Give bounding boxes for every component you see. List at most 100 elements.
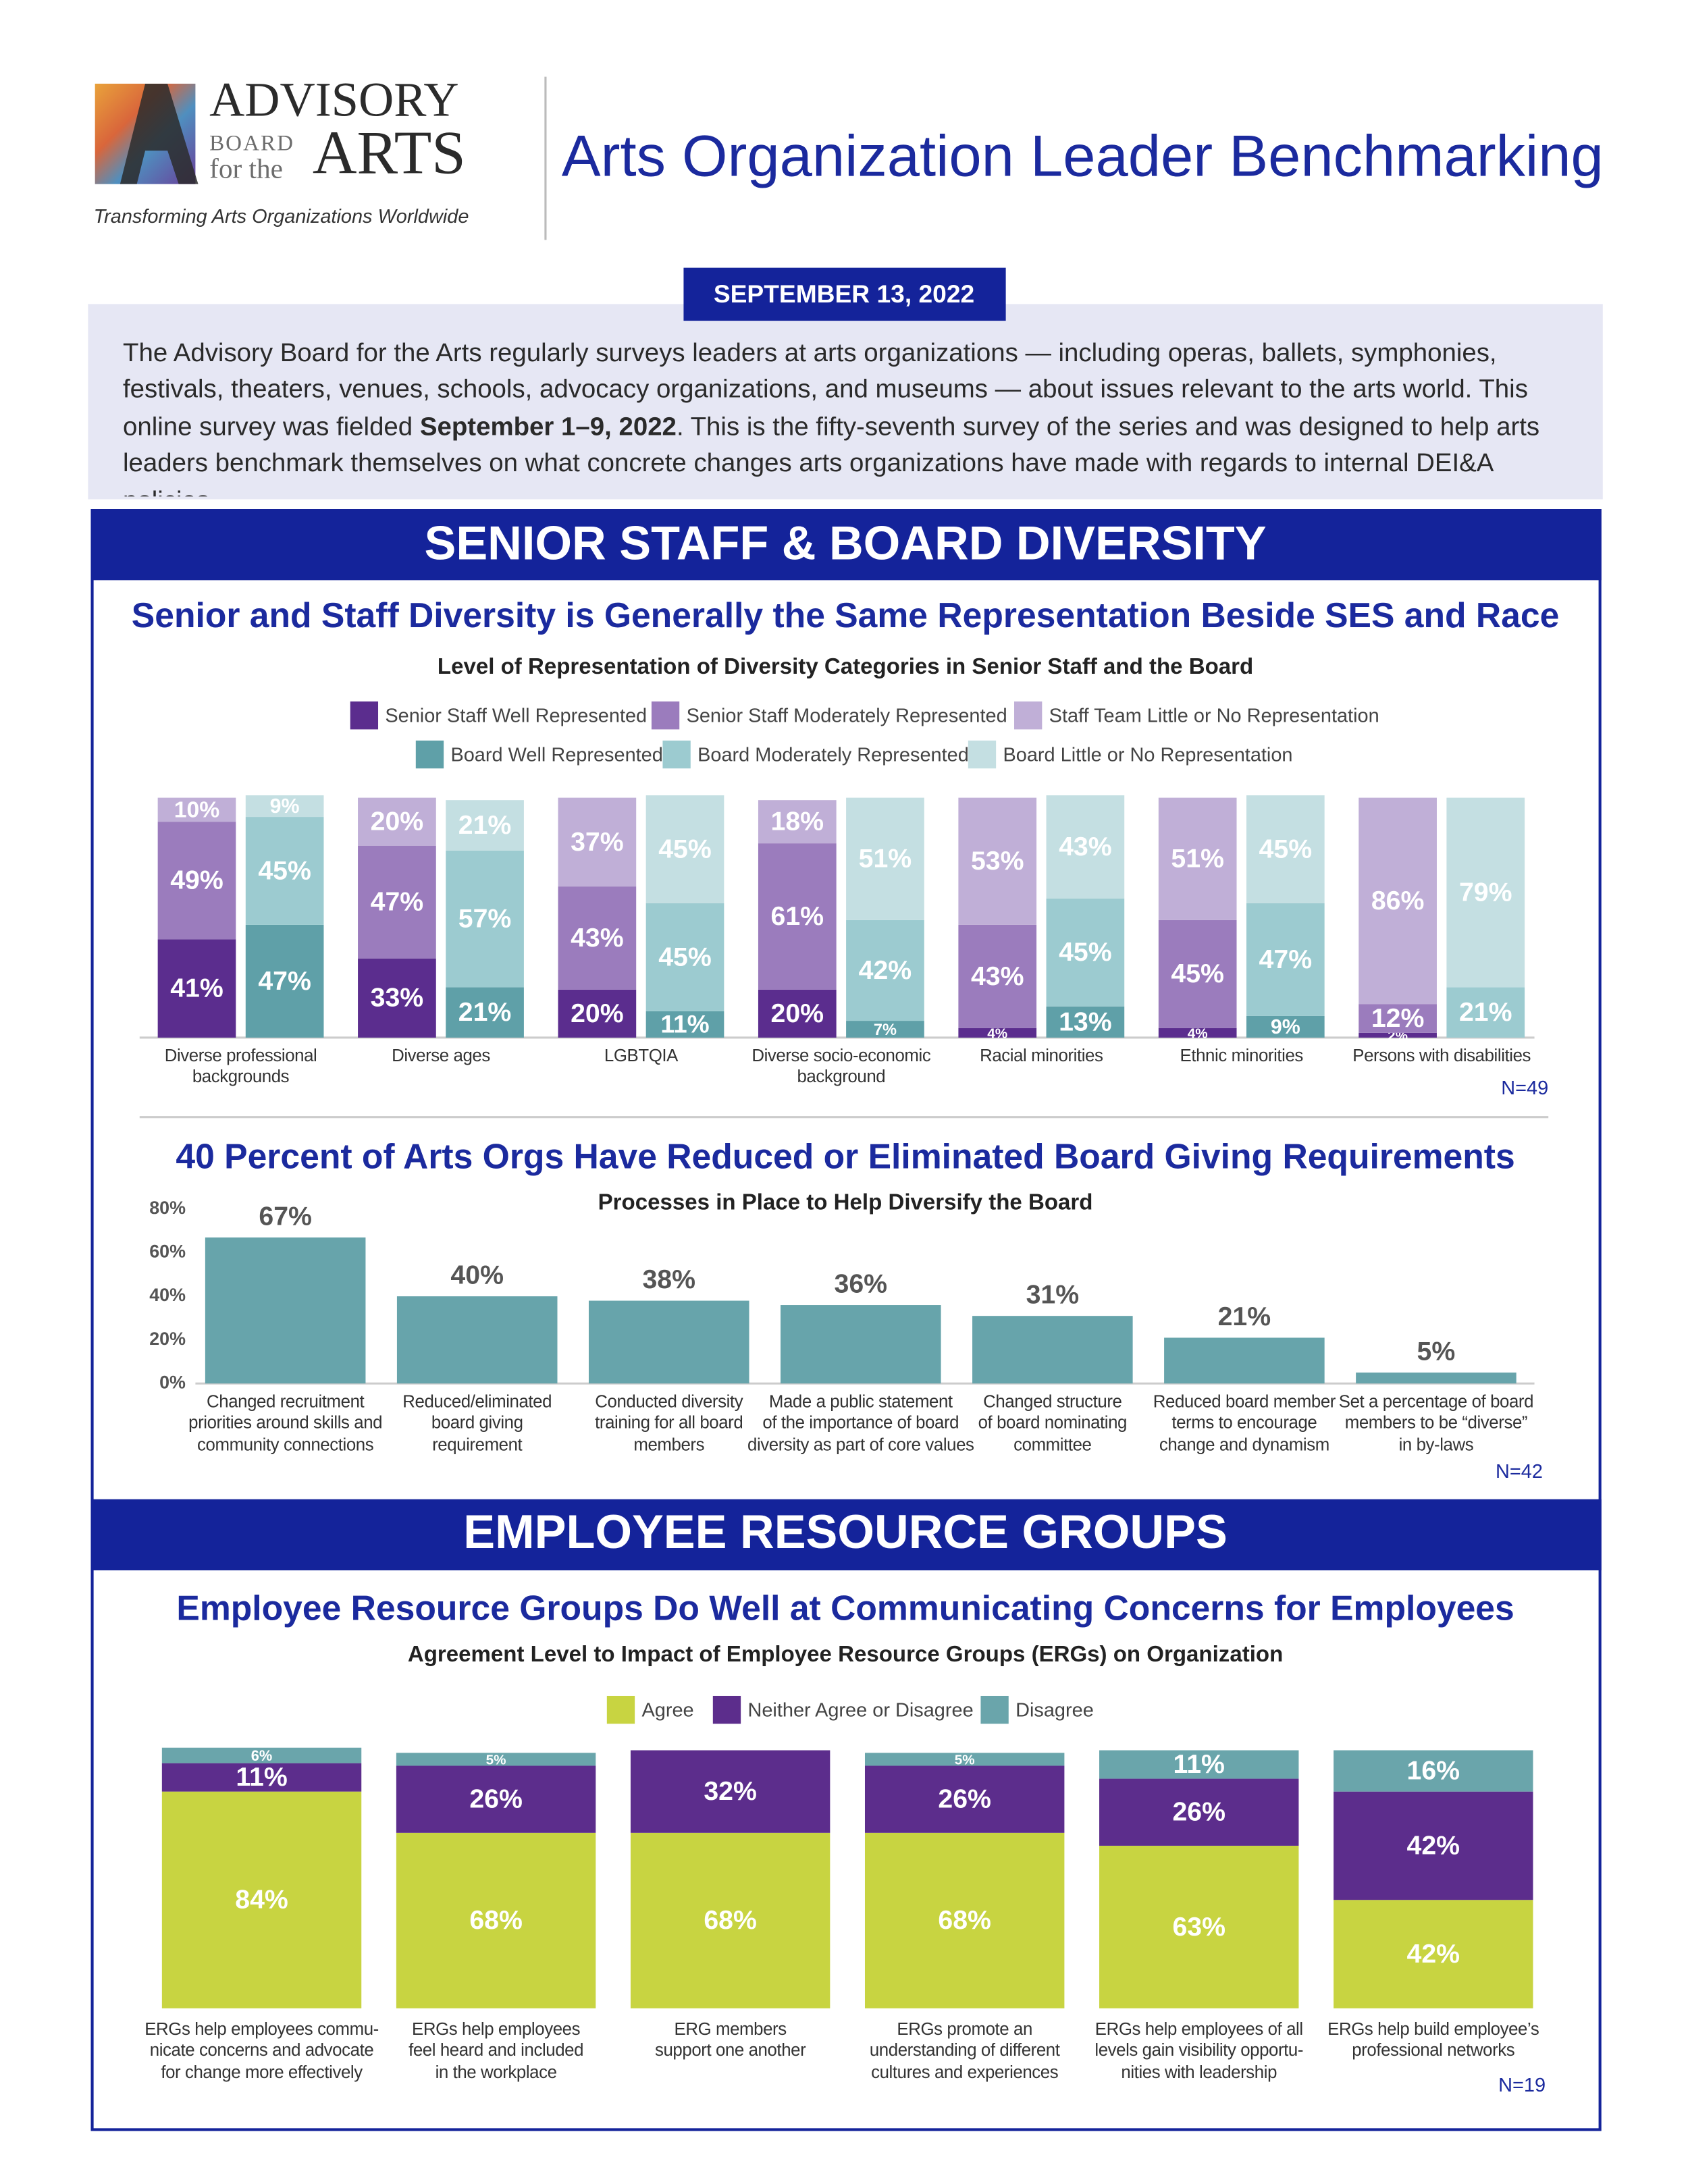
x-tick-label: Diverse ages <box>392 1046 490 1066</box>
chart-title: 40 Percent of Arts Orgs Have Reduced or … <box>176 1136 1514 1175</box>
data-label: 11% <box>236 1762 287 1792</box>
data-label: 43% <box>571 923 624 953</box>
sample-size: N=19 <box>1498 2075 1546 2096</box>
data-label: 45% <box>658 834 712 863</box>
label-box: Diverse professional backgrounds <box>165 1046 317 1086</box>
data-label: 11% <box>1173 1749 1225 1779</box>
bar-segment <box>558 886 637 990</box>
data-label: 26% <box>938 1784 991 1814</box>
data-label: 20% <box>571 998 624 1028</box>
logo: ADVISORY BOARD for the ARTS Transforming… <box>94 73 469 228</box>
data-label: 11% <box>660 1009 709 1038</box>
legend-swatch <box>1014 701 1043 730</box>
data-label: 53% <box>971 846 1024 876</box>
y-tick-label: 0% <box>159 1372 186 1392</box>
data-label: 42% <box>1407 1830 1460 1860</box>
data-label: 31% <box>1026 1280 1080 1310</box>
label-box: ERG members support one another <box>655 2019 806 2060</box>
bar-segment <box>758 989 837 1038</box>
logo-text: ADVISORY <box>209 73 459 127</box>
bar-segment <box>1359 797 1437 1005</box>
x-tick-label: ERGs help employees commu- nicate concer… <box>144 2019 379 2082</box>
bar-segment <box>446 850 524 988</box>
bar-segment <box>446 987 524 1038</box>
bar-segment <box>864 1753 1065 1766</box>
data-label: 41% <box>170 974 223 1003</box>
label-box: Changed structure of board nominating co… <box>978 1391 1128 1454</box>
data-label: 45% <box>1059 937 1112 967</box>
bar-segment <box>758 800 837 844</box>
data-label: 42% <box>859 955 912 985</box>
bar <box>588 1300 749 1384</box>
bar-segment <box>645 903 724 1011</box>
legend-label: Neither Agree or Disagree <box>747 1699 973 1721</box>
bar-segment <box>358 797 436 846</box>
logo-letter <box>120 83 199 184</box>
chart-title: Employee Resource Groups Do Well at Comm… <box>176 1589 1514 1628</box>
legend-label: Board Moderately Represented <box>697 744 969 766</box>
logo-text: for the <box>209 153 283 184</box>
intro-text: The Advisory Board for the Arts regularl… <box>122 337 1528 441</box>
x-tick-label: Conducted diversity training for all boa… <box>595 1391 743 1454</box>
bar-segment <box>245 817 324 925</box>
x-tick-label: Diverse socio-economic background <box>751 1046 931 1087</box>
legend-label: Senior Staff Moderately Represented <box>687 705 1007 726</box>
bar <box>205 1237 366 1384</box>
bar-segment <box>630 1832 830 2008</box>
bar-segment <box>864 1832 1065 2008</box>
data-label: 5% <box>955 1752 975 1767</box>
label-box: Racial minorities <box>980 1046 1103 1065</box>
bar-segment <box>1246 795 1325 903</box>
bar-segment <box>161 1763 362 1792</box>
label-box: Made a public statement of the importanc… <box>747 1392 974 1454</box>
data-label: 21% <box>1459 997 1512 1027</box>
data-label: 33% <box>371 983 424 1013</box>
intro-bold: September 1–9, 2022 <box>419 410 677 441</box>
data-label: 68% <box>938 1905 991 1935</box>
data-label: 4% <box>987 1026 1007 1041</box>
bar-segment <box>1099 1750 1299 1779</box>
data-label: 43% <box>971 961 1024 991</box>
data-label: 61% <box>771 901 824 931</box>
x-tick-label: Reduced/eliminated board giving requirem… <box>402 1391 552 1454</box>
bar-segment <box>958 924 1037 1028</box>
data-label: 9% <box>1271 1016 1300 1038</box>
bar-segment <box>558 989 637 1038</box>
data-label: 51% <box>859 844 912 874</box>
bar-segment <box>1446 987 1525 1038</box>
logo-text: ARTS <box>313 118 466 186</box>
bar-segment <box>846 797 924 920</box>
bar-segment <box>1446 797 1525 988</box>
data-label: 36% <box>835 1269 888 1298</box>
legend-swatch <box>651 701 680 730</box>
x-tick-label: Changed structure of board nominating co… <box>978 1391 1128 1454</box>
bar-segment <box>1046 898 1125 1007</box>
bar-segment <box>1046 795 1125 899</box>
label-box: Persons with disabilities <box>1352 1046 1531 1065</box>
legend-swatch <box>980 1695 1009 1724</box>
data-label: 6% <box>251 1747 272 1764</box>
data-label: 79% <box>1459 877 1512 907</box>
bar <box>1356 1373 1516 1384</box>
section-title: EMPLOYEE RESOURCE GROUPS <box>463 1505 1228 1558</box>
data-label: 26% <box>1172 1797 1225 1827</box>
bar-segment <box>358 958 436 1038</box>
x-tick-label: Set a percentage of board members to be … <box>1338 1391 1534 1454</box>
data-label: 4% <box>1188 1026 1208 1041</box>
data-label: 68% <box>469 1905 523 1935</box>
legend-label: Agree <box>641 1699 693 1721</box>
bar <box>1164 1337 1325 1384</box>
x-tick-label: ERGs promote an understanding of differe… <box>869 2019 1060 2082</box>
label-box: Set a percentage of board members to be … <box>1338 1391 1534 1454</box>
y-tick-label: 40% <box>149 1285 186 1305</box>
bar-segment <box>1246 903 1325 1016</box>
section-title: SENIOR STAFF & BOARD DIVERSITY <box>425 516 1267 569</box>
label-box: ERGs help employees feel heard and inclu… <box>408 2019 583 2081</box>
data-label: 7% <box>874 1021 897 1039</box>
data-label: 49% <box>170 865 223 895</box>
data-label: 5% <box>1417 1337 1456 1366</box>
bar-segment <box>358 845 436 959</box>
data-label: 18% <box>771 807 824 836</box>
data-label: 47% <box>371 887 424 917</box>
